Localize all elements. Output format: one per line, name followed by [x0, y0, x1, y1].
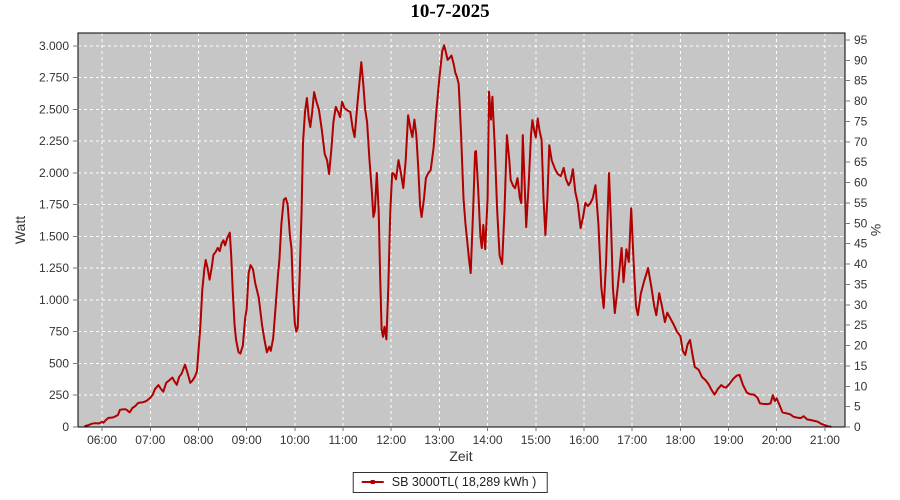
y-left-tick-label: 2.500 — [39, 102, 69, 116]
y-right-tick-label: 30 — [854, 298, 868, 312]
x-tick-label: 07:00 — [135, 433, 165, 447]
y-left-tick-label: 500 — [49, 356, 69, 370]
axis-tick-labels: 02505007501.0001.2501.5001.7502.0002.250… — [39, 33, 868, 447]
y-right-tick-label: 50 — [854, 216, 868, 230]
y-right-tick-label: 0 — [854, 420, 861, 434]
legend: SB 3000TL( 18,289 kWh ) — [352, 472, 548, 493]
y-right-tick-label: 20 — [854, 339, 868, 353]
y-left-tick-label: 2.750 — [39, 71, 69, 85]
x-tick-label: 20:00 — [762, 433, 792, 447]
plot-border — [77, 32, 846, 428]
y-right-tick-label: 45 — [854, 237, 868, 251]
y-left-tick-label: 1.500 — [39, 229, 69, 243]
x-tick-label: 12:00 — [376, 433, 406, 447]
y-right-tick-label: 25 — [854, 318, 868, 332]
x-tick-label: 17:00 — [617, 433, 647, 447]
y-right-tick-label: 40 — [854, 257, 868, 271]
y-right-tick-label: 85 — [854, 74, 868, 88]
x-tick-label: 21:00 — [810, 433, 840, 447]
x-tick-label: 11:00 — [328, 433, 357, 447]
x-tick-label: 09:00 — [232, 433, 262, 447]
legend-line-sample — [361, 480, 384, 484]
plot-background — [78, 33, 845, 427]
x-tick-label: 19:00 — [714, 433, 744, 447]
y-left-tick-label: 250 — [49, 388, 69, 402]
y-left-tick-label: 750 — [49, 325, 69, 339]
y-right-tick-label: 70 — [854, 135, 868, 149]
y-left-tick-label: 1.000 — [39, 293, 69, 307]
x-tick-label: 08:00 — [183, 433, 213, 447]
data-line-sb3000tl — [84, 44, 832, 428]
y-right-tick-label: 15 — [854, 359, 868, 373]
axis-ticks — [73, 39, 850, 431]
y-left-tick-label: 2.250 — [39, 134, 69, 148]
y-axis-title-watt: Watt — [12, 215, 28, 245]
x-tick-label: 06:00 — [87, 433, 117, 447]
y-right-tick-label: 55 — [854, 196, 868, 210]
y-right-tick-label: 65 — [854, 155, 868, 169]
y-left-tick-label: 0 — [62, 420, 69, 434]
legend-label: SB 3000TL( 18,289 kWh ) — [391, 475, 537, 489]
x-axis-title-zeit: Zeit — [449, 448, 473, 464]
y-right-tick-label: 60 — [854, 176, 868, 190]
x-tick-label: 10:00 — [280, 433, 310, 447]
chart-title: 10-7-2025 — [410, 1, 490, 22]
y-right-tick-label: 90 — [854, 53, 868, 67]
y-right-tick-label: 5 — [854, 400, 861, 414]
y-left-tick-label: 1.250 — [39, 261, 69, 275]
y-left-tick-label: 1.750 — [39, 198, 69, 212]
gridlines — [78, 33, 845, 427]
y-right-tick-label: 35 — [854, 277, 868, 291]
y-left-tick-label: 2.000 — [39, 166, 69, 180]
y-axis-title-percent: % — [868, 223, 884, 237]
y-right-tick-label: 75 — [854, 114, 868, 128]
x-tick-label: 15:00 — [521, 433, 551, 447]
x-tick-label: 18:00 — [665, 433, 695, 447]
x-tick-label: 13:00 — [424, 433, 454, 447]
x-tick-label: 16:00 — [569, 433, 599, 447]
y-right-tick-label: 95 — [854, 33, 868, 47]
y-right-tick-label: 80 — [854, 94, 868, 108]
y-left-tick-label: 3.000 — [39, 39, 69, 53]
y-right-tick-label: 10 — [854, 379, 868, 393]
x-tick-label: 14:00 — [473, 433, 503, 447]
